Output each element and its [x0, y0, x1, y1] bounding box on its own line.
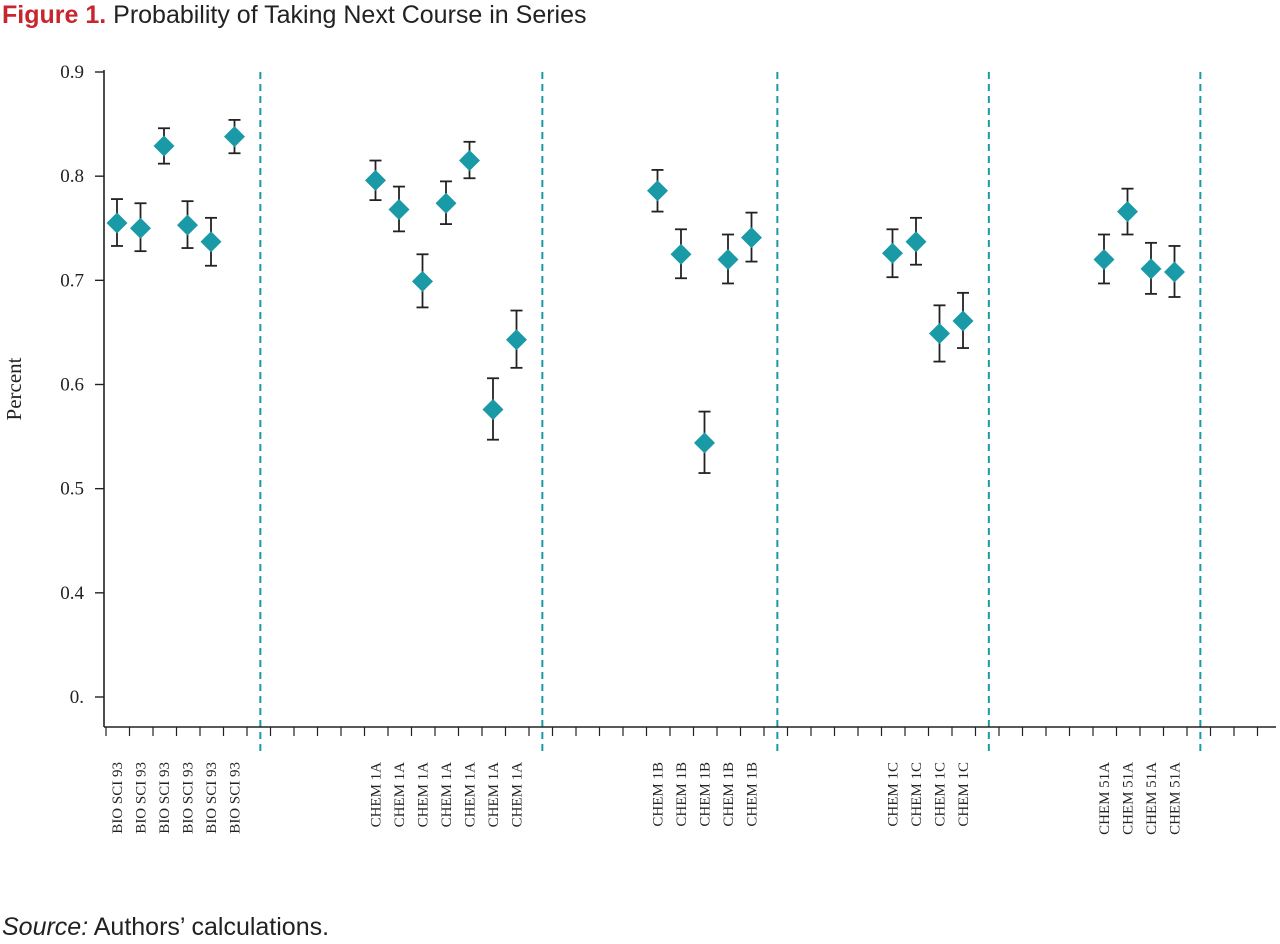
data-point [647, 180, 668, 202]
x-category-label: CHEM 1B [721, 762, 737, 827]
data-point [1164, 261, 1185, 283]
data-point [177, 214, 198, 236]
y-tick-label: 0.8 [60, 166, 84, 187]
y-axis-title: Percent [2, 357, 26, 420]
data-point [741, 227, 762, 249]
x-category-label: CHEM 1A [416, 762, 432, 828]
y-tick-label: 0.9 [60, 62, 84, 83]
source-label: Source: [2, 913, 89, 941]
x-category-label: BIO SCI 93 [157, 762, 173, 834]
x-category-label: CHEM 1C [886, 762, 902, 827]
y-tick-label: 0.5 [60, 479, 84, 500]
y-tick-label: 0.4 [60, 583, 84, 604]
group-dividers [259, 72, 1202, 756]
x-category-label: CHEM 51A [1121, 762, 1137, 835]
x-category-label: BIO SCI 93 [204, 762, 220, 834]
data-point [882, 242, 903, 264]
data-point [1140, 258, 1162, 280]
data-point [365, 169, 386, 191]
x-category-label: BIO SCI 93 [181, 762, 197, 834]
x-category-label: CHEM 51A [1168, 762, 1184, 835]
data-point [106, 212, 128, 234]
data-point [1117, 201, 1138, 223]
x-category-label: CHEM 1B [698, 762, 714, 827]
x-category-label: CHEM 1A [463, 762, 479, 828]
x-category-label: BIO SCI 93 [228, 762, 244, 834]
data-point [412, 270, 433, 292]
figure-label: Figure 1. [2, 1, 107, 29]
x-category-label: CHEM 1A [486, 762, 502, 828]
data-point [435, 192, 457, 214]
x-category-label: CHEM 1C [909, 762, 925, 827]
figure-title: Figure 1. Probability of Taking Next Cou… [2, 0, 587, 32]
data-points [106, 126, 1185, 454]
error-bars [111, 119, 1181, 474]
source-text: Authors’ calculations. [93, 913, 330, 941]
x-category-label: CHEM 1A [369, 762, 385, 828]
x-category-label: CHEM 1B [674, 762, 690, 827]
x-category-label: CHEM 51A [1097, 762, 1113, 835]
x-category-label: CHEM 1A [392, 762, 408, 828]
x-category-labels: BIO SCI 93 BIO SCI 93 BIO SCI 93 BIO SCI 93… [110, 762, 1184, 835]
x-category-label: CHEM 1B [651, 762, 667, 827]
x-category-label: CHEM 1A [510, 762, 526, 828]
data-point [153, 135, 175, 157]
data-point [717, 249, 739, 270]
x-category-label: CHEM 1C [956, 762, 972, 827]
data-point [506, 329, 527, 351]
y-tick-label: 0. [70, 687, 84, 708]
x-category-label: CHEM 51A [1144, 762, 1160, 835]
data-point [224, 126, 245, 148]
y-tick-label: 0.7 [60, 270, 84, 291]
data-point [130, 217, 151, 239]
x-category-label: BIO SCI 93 [134, 762, 150, 834]
figure-title-text: Probability of Taking Next Course in Ser… [113, 1, 587, 29]
y-tick-label: 0.6 [60, 375, 84, 396]
source-note: Source: Authors’ calculations. [2, 912, 329, 942]
data-point [905, 231, 927, 253]
x-category-label: CHEM 1C [933, 762, 949, 827]
data-point [929, 322, 950, 344]
data-point [388, 199, 410, 220]
data-point [1093, 249, 1115, 270]
x-category-label: BIO SCI 93 [110, 762, 126, 834]
data-point [952, 310, 974, 332]
data-point [200, 231, 222, 253]
data-point [482, 399, 504, 420]
chart-axes [95, 70, 1276, 736]
y-tick-labels: 0.9 0.8 0.7 0.6 0.5 0.4 0. [60, 62, 84, 708]
data-point [670, 243, 692, 265]
data-point [459, 150, 480, 172]
data-point [694, 432, 715, 454]
x-category-label: CHEM 1B [745, 762, 761, 827]
x-category-label: CHEM 1A [439, 762, 455, 828]
